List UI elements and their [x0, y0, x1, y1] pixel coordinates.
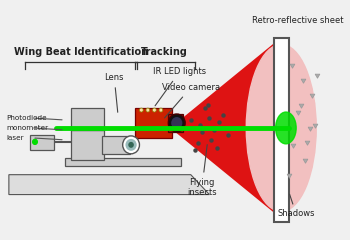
Text: Lens: Lens — [105, 73, 124, 112]
FancyBboxPatch shape — [30, 135, 54, 150]
FancyBboxPatch shape — [71, 108, 104, 130]
FancyBboxPatch shape — [65, 158, 181, 166]
Polygon shape — [9, 175, 209, 195]
Text: IR LED lights: IR LED lights — [153, 67, 206, 106]
Circle shape — [146, 108, 150, 112]
Circle shape — [139, 108, 143, 112]
FancyBboxPatch shape — [102, 136, 130, 154]
FancyBboxPatch shape — [135, 108, 172, 138]
Circle shape — [159, 108, 163, 112]
Text: Shadows: Shadows — [278, 194, 315, 218]
Circle shape — [128, 142, 134, 148]
Text: Retro-reflective sheet: Retro-reflective sheet — [252, 16, 344, 24]
Ellipse shape — [246, 44, 316, 211]
Circle shape — [125, 139, 136, 151]
FancyBboxPatch shape — [274, 38, 289, 222]
FancyBboxPatch shape — [71, 130, 104, 160]
Circle shape — [153, 108, 156, 112]
Text: Photodiode: Photodiode — [6, 115, 47, 121]
Text: Wing Beat Identification: Wing Beat Identification — [14, 47, 148, 57]
Text: Tracking: Tracking — [141, 47, 188, 57]
Circle shape — [171, 117, 182, 129]
FancyBboxPatch shape — [168, 114, 183, 132]
Text: Flying
insects: Flying insects — [187, 145, 217, 197]
Text: monometer: monometer — [6, 125, 48, 131]
Ellipse shape — [276, 112, 296, 144]
Text: laser: laser — [6, 135, 24, 141]
Text: Video camera: Video camera — [162, 83, 220, 118]
Circle shape — [168, 114, 185, 132]
Circle shape — [122, 136, 139, 154]
Polygon shape — [170, 43, 274, 212]
Circle shape — [33, 139, 37, 144]
